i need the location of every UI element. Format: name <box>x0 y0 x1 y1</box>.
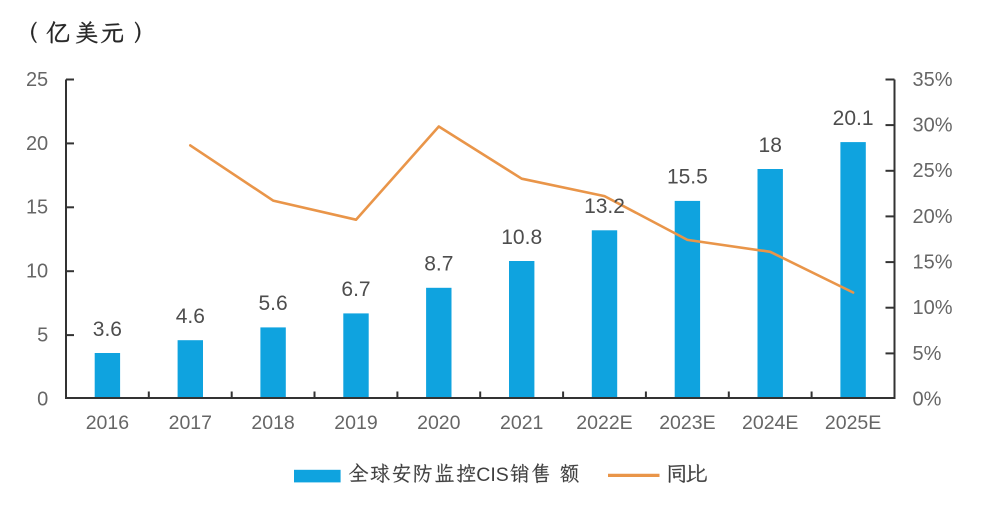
svg-text:20.1: 20.1 <box>833 107 874 130</box>
svg-text:2023E: 2023E <box>659 412 715 434</box>
svg-text:2025E: 2025E <box>825 412 881 434</box>
svg-text:15.5: 15.5 <box>667 166 708 189</box>
svg-text:2017: 2017 <box>169 412 212 434</box>
svg-text:0: 0 <box>37 388 48 410</box>
svg-text:30%: 30% <box>913 115 953 137</box>
svg-text:15: 15 <box>26 197 48 219</box>
svg-text:15%: 15% <box>913 252 953 274</box>
svg-text:5: 5 <box>37 325 48 347</box>
svg-text:2024E: 2024E <box>742 412 798 434</box>
svg-text:2019: 2019 <box>334 412 377 434</box>
svg-text:5.6: 5.6 <box>258 292 287 315</box>
svg-text:25%: 25% <box>913 160 953 182</box>
svg-text:8.7: 8.7 <box>424 253 453 276</box>
svg-text:2018: 2018 <box>251 412 294 434</box>
svg-text:25: 25 <box>26 69 48 91</box>
svg-text:2016: 2016 <box>86 412 129 434</box>
svg-text:6.7: 6.7 <box>341 278 370 301</box>
svg-text:CIS: CIS <box>476 464 509 486</box>
svg-text:5%: 5% <box>913 343 942 365</box>
svg-text:35%: 35% <box>913 69 953 91</box>
svg-text:10.8: 10.8 <box>501 226 542 249</box>
svg-text:0%: 0% <box>913 388 942 410</box>
svg-text:2020: 2020 <box>417 412 461 434</box>
svg-text:2021: 2021 <box>500 412 543 434</box>
svg-text:2022E: 2022E <box>576 412 632 434</box>
svg-text:4.6: 4.6 <box>176 305 205 328</box>
svg-text:10%: 10% <box>913 297 953 319</box>
svg-text:20: 20 <box>26 133 48 155</box>
svg-text:3.6: 3.6 <box>93 318 122 341</box>
svg-text:18: 18 <box>759 134 782 157</box>
svg-text:20%: 20% <box>913 206 953 228</box>
svg-text:13.2: 13.2 <box>584 195 625 218</box>
svg-text:10: 10 <box>26 261 48 283</box>
